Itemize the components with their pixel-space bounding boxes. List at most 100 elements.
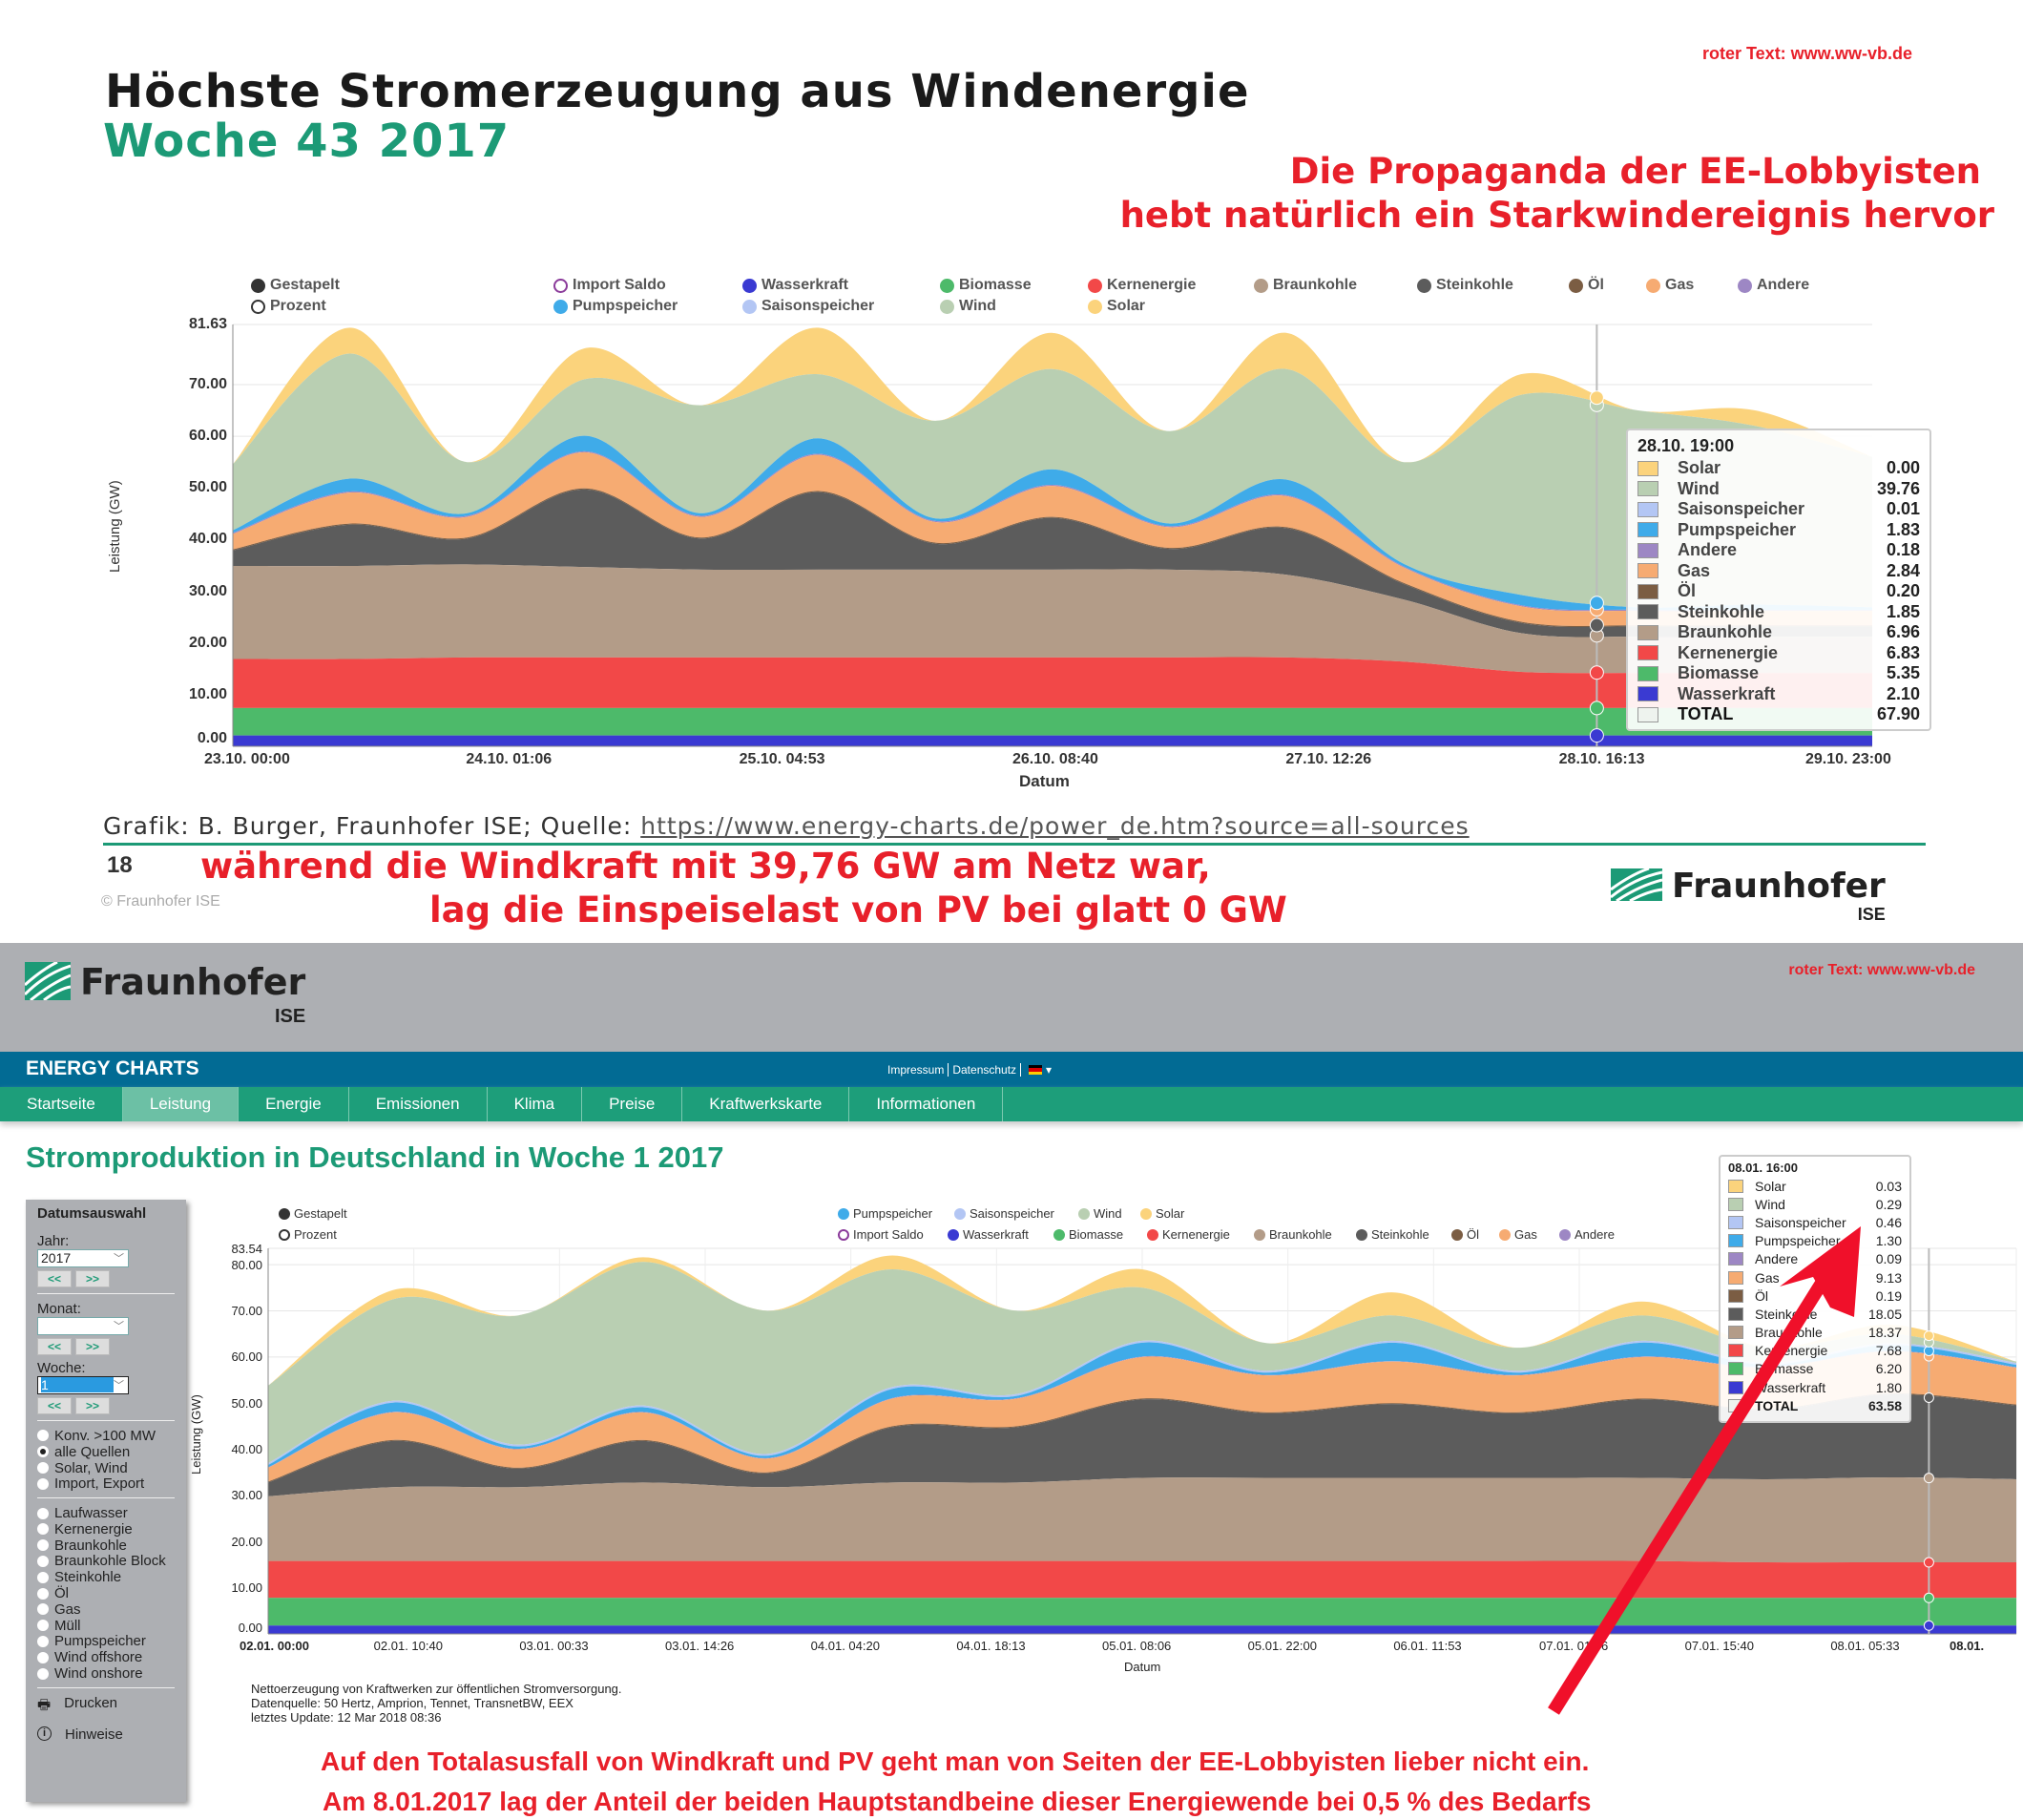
year-prev-button[interactable]: <<: [37, 1270, 72, 1287]
radio-label: Pumpspeicher: [54, 1633, 146, 1650]
month-next-button[interactable]: >>: [75, 1338, 110, 1355]
radio-label: Müll: [54, 1617, 81, 1634]
legend-wind[interactable]: Wind: [940, 298, 996, 315]
swatch-icon: [1728, 1362, 1743, 1376]
legend-saisonspeicher[interactable]: Saisonspeicher: [742, 298, 874, 315]
radio-import-export[interactable]: Import, Export: [37, 1475, 175, 1492]
year-select[interactable]: 2017 ﹀: [37, 1249, 129, 1267]
radio-button[interactable]: [37, 1635, 49, 1647]
nav-informationen[interactable]: Informationen: [849, 1087, 1004, 1121]
fraunhofer-logo-site[interactable]: Fraunhofer ISE: [25, 962, 305, 1027]
legend-wind[interactable]: Wind: [1078, 1206, 1122, 1221]
legend-import-saldo[interactable]: Import Saldo: [838, 1227, 924, 1242]
legend-oel[interactable]: Öl: [1451, 1227, 1479, 1242]
radio-button[interactable]: [37, 1555, 49, 1567]
y-tick-label: 50.00: [231, 1395, 262, 1411]
radio-button[interactable]: [37, 1571, 49, 1583]
radio-konv-100-mw[interactable]: Konv. >100 MW: [37, 1428, 175, 1444]
radio-button[interactable]: [37, 1667, 49, 1680]
legend-gestapelt[interactable]: Gestapelt: [251, 277, 340, 294]
legend-steinkohle[interactable]: Steinkohle: [1356, 1227, 1429, 1242]
radio-button[interactable]: [37, 1507, 49, 1519]
radio-button[interactable]: [37, 1477, 49, 1490]
legend-gestapelt[interactable]: Gestapelt: [279, 1206, 347, 1221]
legend-solar[interactable]: Solar: [1088, 298, 1145, 315]
legend-andere[interactable]: Andere: [1559, 1227, 1615, 1242]
year-next-button[interactable]: >>: [75, 1270, 110, 1287]
week-prev-button[interactable]: <<: [37, 1397, 72, 1414]
month-prev-button[interactable]: <<: [37, 1338, 72, 1355]
nav-energie[interactable]: Energie: [239, 1087, 349, 1121]
legend-import-saldo[interactable]: Import Saldo: [553, 277, 666, 294]
radio-button[interactable]: [37, 1523, 49, 1536]
tooltip-label: Saisonspeicher: [1678, 499, 1805, 519]
hints-button[interactable]: i Hinweise: [37, 1726, 175, 1743]
radio-pumpspeicher[interactable]: Pumpspeicher: [37, 1633, 175, 1650]
legend-oel[interactable]: Öl: [1569, 277, 1604, 294]
nav-preise[interactable]: Preise: [582, 1087, 683, 1121]
radio-oel[interactable]: Öl: [37, 1585, 175, 1601]
radio-button[interactable]: [37, 1651, 49, 1663]
language-flag-icon[interactable]: [1029, 1065, 1043, 1075]
week-next-button[interactable]: >>: [75, 1397, 110, 1414]
legend-andere[interactable]: Andere: [1738, 277, 1809, 294]
radio-button[interactable]: [37, 1446, 49, 1458]
radio-button[interactable]: [37, 1603, 49, 1616]
footnote-line: letztes Update: 12 Mar 2018 08:36: [251, 1710, 442, 1725]
legend-dot-icon: [1078, 1207, 1090, 1220]
month-select[interactable]: ﹀: [37, 1317, 129, 1335]
legend-dot-icon: [1088, 278, 1102, 293]
radio-wind-onshore[interactable]: Wind onshore: [37, 1665, 175, 1682]
legend-braunkohle[interactable]: Braunkohle: [1254, 1227, 1332, 1242]
legend-kernenergie[interactable]: Kernenergie: [1147, 1227, 1230, 1242]
radio-button[interactable]: [37, 1587, 49, 1600]
radio-wind-offshore[interactable]: Wind offshore: [37, 1649, 175, 1665]
radio-kernenergie[interactable]: Kernenergie: [37, 1521, 175, 1538]
print-button[interactable]: 🖶 Drucken: [37, 1695, 175, 1719]
radio-button[interactable]: [37, 1539, 49, 1552]
nav-kraftwerkskarte[interactable]: Kraftwerkskarte: [682, 1087, 850, 1121]
source-link[interactable]: https://www.energy-charts.de/power_de.ht…: [640, 812, 1470, 840]
radio-braunkohle-block[interactable]: Braunkohle Block: [37, 1553, 175, 1569]
legend-pumpspeicher[interactable]: Pumpspeicher: [553, 298, 678, 315]
nav-leistung[interactable]: Leistung: [122, 1087, 240, 1121]
legend-kernenergie[interactable]: Kernenergie: [1088, 277, 1196, 294]
radio-alle-quellen[interactable]: alle Quellen: [37, 1444, 175, 1460]
datenschutz-link[interactable]: Datenschutz: [952, 1063, 1017, 1077]
legend-wasserkraft[interactable]: Wasserkraft: [742, 277, 848, 294]
legend-steinkohle[interactable]: Steinkohle: [1417, 277, 1513, 294]
legend-braunkohle[interactable]: Braunkohle: [1254, 277, 1357, 294]
legend-wasserkraft[interactable]: Wasserkraft: [948, 1227, 1029, 1242]
legend-label: Gas: [1665, 277, 1695, 293]
legend-prozent[interactable]: Prozent: [279, 1227, 337, 1242]
radio-solar-wind[interactable]: Solar, Wind: [37, 1460, 175, 1476]
radio-braunkohle[interactable]: Braunkohle: [37, 1538, 175, 1554]
brand-name[interactable]: ENERGY CHARTS: [26, 1057, 199, 1079]
legend-prozent[interactable]: Prozent: [251, 298, 326, 315]
legend-label: Wasserkraft: [963, 1227, 1029, 1242]
legend-saisonspeicher[interactable]: Saisonspeicher: [954, 1206, 1054, 1221]
nav-emissionen[interactable]: Emissionen: [349, 1087, 488, 1121]
legend-pumpspeicher[interactable]: Pumpspeicher: [838, 1206, 932, 1221]
y-tick-label: 30.00: [188, 582, 227, 599]
week-select[interactable]: 1 ﹀: [37, 1376, 129, 1394]
nav-startseite[interactable]: Startseite: [0, 1087, 123, 1121]
radio-steinkohle[interactable]: Steinkohle: [37, 1569, 175, 1585]
legend-biomasse[interactable]: Biomasse: [940, 277, 1032, 294]
radio-button[interactable]: [37, 1430, 49, 1442]
nav-klima[interactable]: Klima: [488, 1087, 583, 1121]
legend-biomasse[interactable]: Biomasse: [1053, 1227, 1123, 1242]
impressum-link[interactable]: Impressum: [887, 1063, 945, 1077]
radio-gas[interactable]: Gas: [37, 1601, 175, 1618]
x-tick-label: 07.01. 15:40: [1684, 1639, 1754, 1653]
legend-gas[interactable]: Gas: [1646, 277, 1694, 294]
legend-dot-icon: [1559, 1228, 1571, 1241]
tooltip-row-saisonspeicher: Saisonspeicher 0.46: [1728, 1213, 1902, 1231]
radio-muell[interactable]: Müll: [37, 1618, 175, 1634]
legend-gas[interactable]: Gas: [1499, 1227, 1537, 1242]
legend-solar[interactable]: Solar: [1140, 1206, 1184, 1221]
radio-laufwasser[interactable]: Laufwasser: [37, 1505, 175, 1521]
radio-button[interactable]: [37, 1461, 49, 1474]
radio-button[interactable]: [37, 1620, 49, 1632]
chevron-down-icon[interactable]: ▾: [1046, 1063, 1053, 1077]
